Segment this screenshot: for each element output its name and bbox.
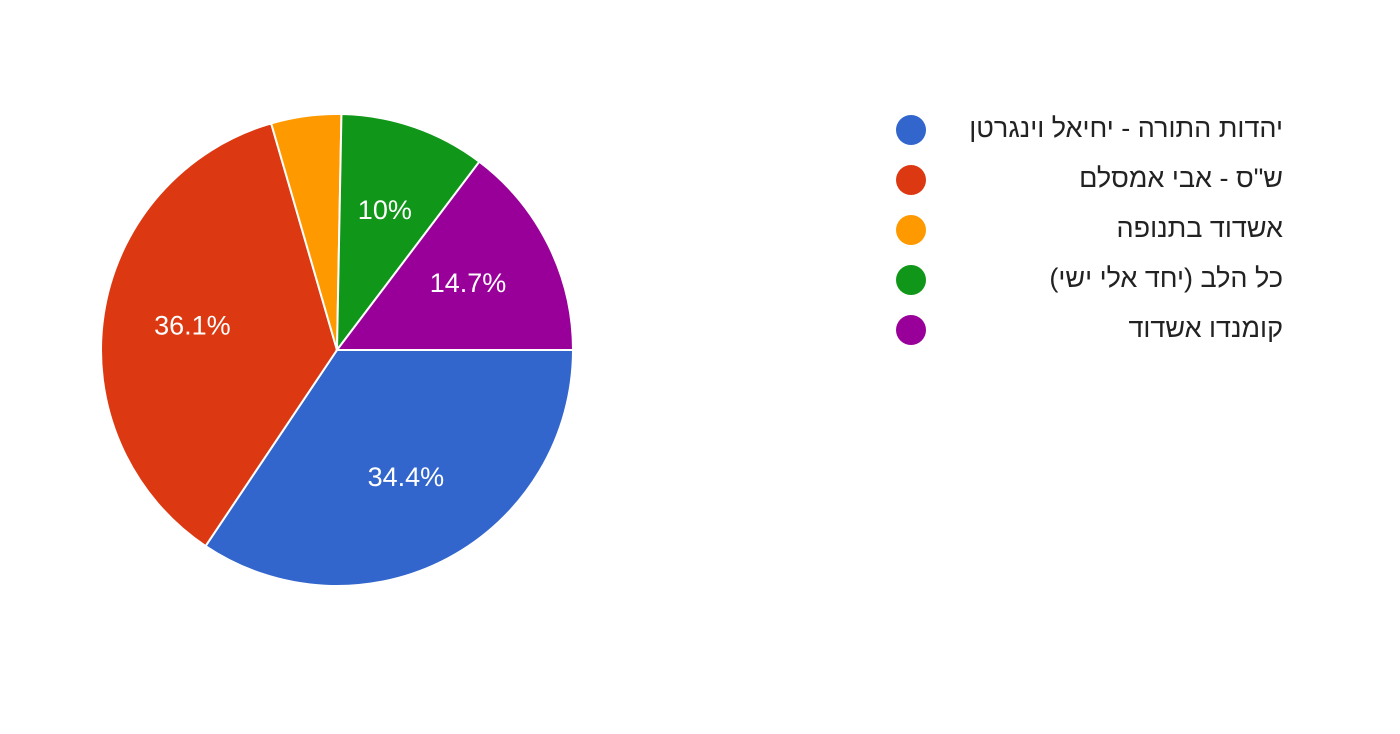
- legend-label-4: כל הלב (יחד אלי ישי): [1049, 263, 1283, 293]
- legend-label-3: אשדוד בתנופה: [1117, 213, 1284, 243]
- pie-slice-1: [204, 349, 575, 587]
- legend-label-2: ש"ס - אבי אמסלם: [1079, 163, 1283, 193]
- legend-swatch-2: [896, 165, 926, 195]
- legend-item-1: יהדות התורה - יחיאל וינגרטן: [896, 113, 1283, 145]
- slice-label-1: 34.4%: [368, 462, 445, 492]
- slice-label-5: 14.7%: [430, 268, 507, 298]
- pie-slice-4: [335, 113, 481, 354]
- legend-item-5: קומנדו אשדוד: [896, 313, 1283, 345]
- pie-slice-2: [100, 122, 339, 548]
- legend-label-5: קומנדו אשדוד: [1128, 313, 1283, 343]
- legend-item-4: כל הלב (יחד אלי ישי): [896, 263, 1283, 295]
- legend-swatch-1: [896, 115, 926, 145]
- slice-label-4: 10%: [358, 195, 412, 225]
- slice-label-2: 36.1%: [154, 311, 231, 341]
- slice-labels-layer: 34.4% 36.1% 10% 14.7%: [154, 195, 506, 492]
- legend-label-1: יהדות התורה - יחיאל וינגרטן: [969, 113, 1283, 143]
- legend-item-3: אשדוד בתנופה: [896, 213, 1283, 245]
- legend-swatch-5: [896, 315, 926, 345]
- pie-slice-5: [334, 160, 575, 351]
- legend-swatch-4: [896, 265, 926, 295]
- legend: יהדות התורה - יחיאל וינגרטן ש"ס - אבי אמס…: [896, 113, 1283, 345]
- legend-swatch-3: [896, 215, 926, 245]
- slices-layer: [100, 113, 575, 587]
- legend-item-2: ש"ס - אבי אמסלם: [896, 163, 1283, 195]
